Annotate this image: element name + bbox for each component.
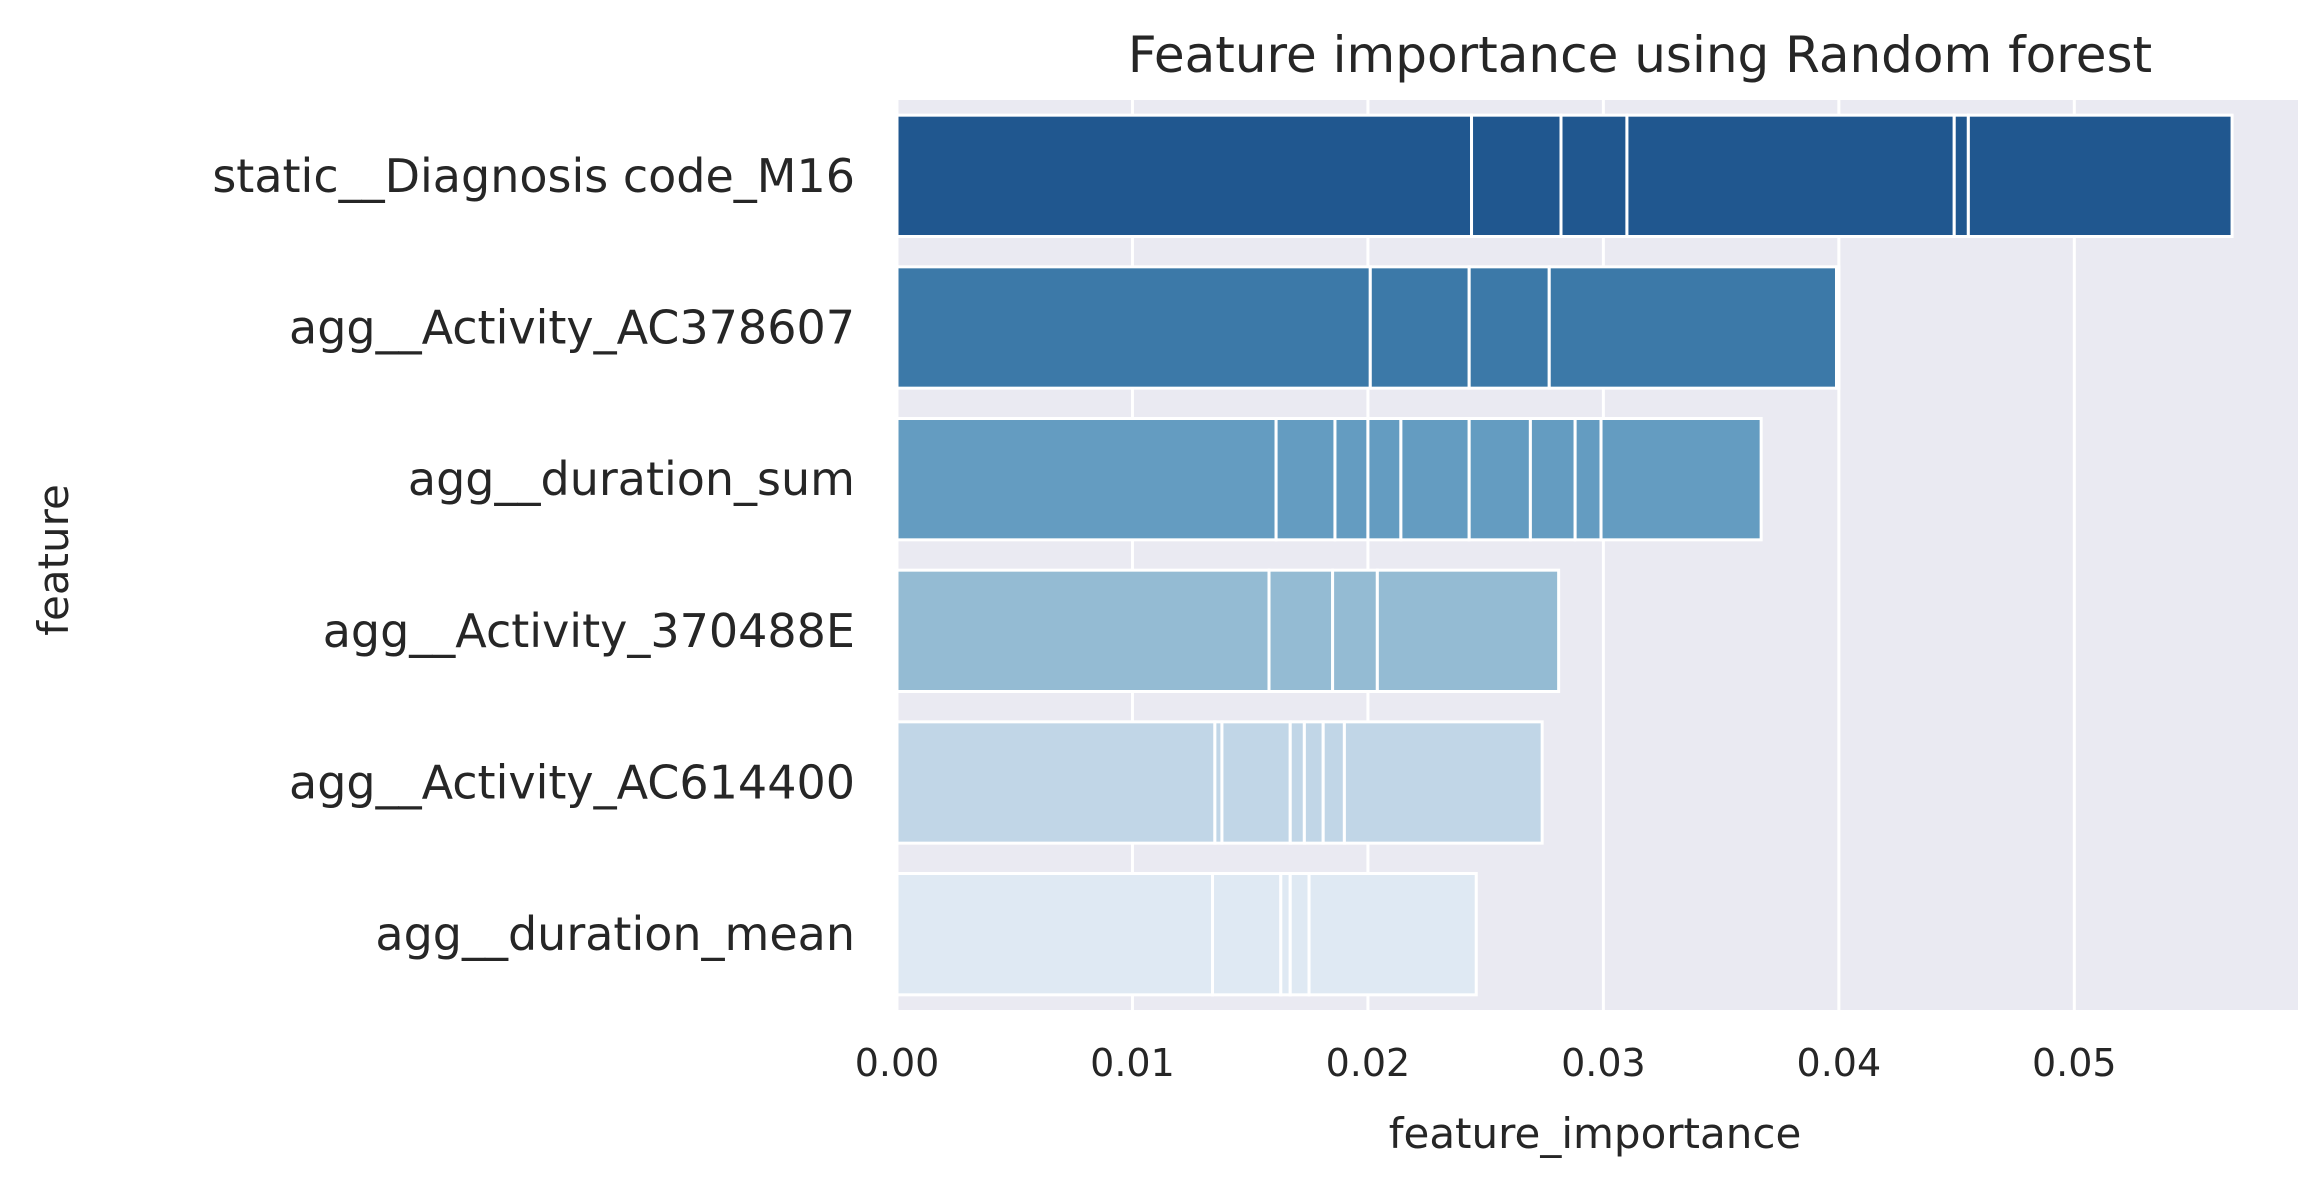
- x-tick-label: 0.04: [1797, 1041, 1882, 1085]
- bar: [895, 417, 1763, 542]
- category-label: agg__duration_sum: [408, 452, 855, 506]
- category-label: agg__duration_mean: [375, 907, 855, 961]
- bar-segment: [1211, 872, 1283, 997]
- bar: [895, 113, 2234, 238]
- bar-segment: [1470, 113, 1563, 238]
- bar-segment: [1368, 265, 1471, 390]
- x-tick-label: 0.05: [2032, 1041, 2117, 1085]
- category-label: agg__Activity_AC614400: [289, 756, 855, 810]
- bar-segment: [1966, 113, 2234, 238]
- x-tick-labels: 0.00 0.01 0.02 0.03 0.04 0.05: [855, 1041, 2117, 1085]
- x-tick-label: 0.02: [1326, 1041, 1411, 1085]
- bar: [895, 872, 1478, 997]
- bar-segment: [1302, 720, 1325, 845]
- plot-background: [897, 100, 2298, 1010]
- bar-segment: [1331, 568, 1379, 694]
- category-label: static__Diagnosis code_M16: [212, 149, 855, 203]
- bar-segment: [1333, 417, 1370, 542]
- bar-segment: [895, 113, 1474, 238]
- bar-segment: [1952, 113, 1970, 238]
- bar-segment: [895, 568, 1271, 694]
- bar: [895, 265, 1841, 390]
- bar-segment: [1599, 417, 1763, 542]
- x-axis-label: feature_importance: [1389, 1109, 1802, 1158]
- bar-segment: [1274, 417, 1337, 542]
- bars: [895, 113, 2234, 997]
- category-labels: static__Diagnosis code_M16 agg__Activity_…: [212, 149, 855, 961]
- bar-segment: [1467, 265, 1551, 390]
- bar-segment: [1528, 417, 1577, 542]
- bar-segment: [1321, 720, 1346, 845]
- bar-segment: [1366, 417, 1403, 542]
- category-label: agg__Activity_AC378607: [289, 301, 855, 355]
- chart-title: Feature importance using Random forest: [1128, 26, 2152, 84]
- bar-segment: [895, 872, 1215, 997]
- bar-segment: [1547, 265, 1838, 390]
- bar-segment: [1573, 417, 1603, 542]
- bar-segment: [1559, 113, 1629, 238]
- bar: [895, 568, 1561, 694]
- bar-segment: [1220, 720, 1292, 845]
- bar-segment: [1625, 113, 1956, 238]
- bar-segment: [895, 720, 1217, 845]
- bar-segment: [1267, 568, 1335, 694]
- bar-segment: [895, 265, 1372, 390]
- bar-segment: [1399, 417, 1471, 542]
- x-tick-label: 0.03: [1561, 1041, 1646, 1085]
- bar-segment: [1307, 872, 1478, 997]
- bar-segment: [1375, 568, 1561, 694]
- bar-segment: [895, 417, 1278, 542]
- y-axis-label: feature: [29, 484, 78, 636]
- x-tick-label: 0.00: [855, 1041, 940, 1085]
- bar-segment: [1288, 872, 1311, 997]
- bar: [895, 720, 1544, 845]
- bar-segment: [1342, 720, 1544, 845]
- x-tick-label: 0.01: [1090, 1041, 1175, 1085]
- bar-segment: [1467, 417, 1532, 542]
- gridlines: [895, 100, 2076, 1010]
- category-label: agg__Activity_370488E: [323, 604, 855, 658]
- bar-segment: [1288, 720, 1306, 845]
- bar-segment: [1834, 265, 1841, 390]
